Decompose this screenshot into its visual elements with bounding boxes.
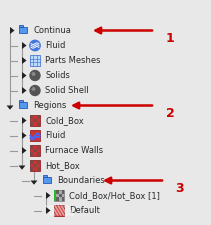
Text: Continua: Continua xyxy=(33,26,71,35)
Polygon shape xyxy=(46,192,51,199)
FancyBboxPatch shape xyxy=(19,25,23,27)
FancyBboxPatch shape xyxy=(37,167,40,171)
FancyBboxPatch shape xyxy=(56,197,59,201)
Polygon shape xyxy=(66,205,75,216)
FancyBboxPatch shape xyxy=(43,177,51,183)
FancyBboxPatch shape xyxy=(19,100,23,102)
FancyBboxPatch shape xyxy=(43,175,47,177)
Polygon shape xyxy=(63,205,72,216)
Circle shape xyxy=(30,86,40,95)
Polygon shape xyxy=(47,205,56,216)
Text: 3: 3 xyxy=(176,182,184,195)
FancyBboxPatch shape xyxy=(19,27,27,33)
FancyBboxPatch shape xyxy=(33,149,37,152)
Text: Parts Meshes: Parts Meshes xyxy=(45,56,100,65)
Text: Solids: Solids xyxy=(45,71,70,80)
Text: Regions: Regions xyxy=(33,101,66,110)
FancyBboxPatch shape xyxy=(37,152,40,156)
Circle shape xyxy=(32,88,35,90)
Polygon shape xyxy=(46,207,51,214)
FancyBboxPatch shape xyxy=(37,145,40,149)
FancyBboxPatch shape xyxy=(30,160,40,171)
Text: Fluid: Fluid xyxy=(45,41,65,50)
FancyBboxPatch shape xyxy=(19,102,27,108)
Polygon shape xyxy=(22,87,27,94)
FancyBboxPatch shape xyxy=(54,205,64,216)
Text: Default: Default xyxy=(69,206,100,215)
Text: 1: 1 xyxy=(166,32,174,45)
Polygon shape xyxy=(45,205,53,216)
FancyBboxPatch shape xyxy=(37,122,40,126)
FancyBboxPatch shape xyxy=(30,55,40,66)
Polygon shape xyxy=(19,166,26,170)
FancyBboxPatch shape xyxy=(62,197,64,201)
FancyBboxPatch shape xyxy=(30,122,33,126)
FancyBboxPatch shape xyxy=(30,115,33,119)
Polygon shape xyxy=(22,42,27,49)
Polygon shape xyxy=(31,180,38,185)
Text: Furnace Walls: Furnace Walls xyxy=(45,146,103,155)
FancyBboxPatch shape xyxy=(56,190,59,194)
FancyBboxPatch shape xyxy=(59,194,62,197)
FancyBboxPatch shape xyxy=(54,190,64,201)
FancyBboxPatch shape xyxy=(62,190,64,194)
Polygon shape xyxy=(22,57,27,64)
Polygon shape xyxy=(22,132,27,139)
Text: Hot_Box: Hot_Box xyxy=(45,161,80,170)
FancyBboxPatch shape xyxy=(30,145,33,149)
FancyBboxPatch shape xyxy=(37,160,40,164)
Circle shape xyxy=(30,70,40,81)
Text: Boundaries: Boundaries xyxy=(57,176,105,185)
Text: Cold_Box: Cold_Box xyxy=(45,116,84,125)
Polygon shape xyxy=(22,72,27,79)
FancyBboxPatch shape xyxy=(30,130,40,141)
FancyBboxPatch shape xyxy=(30,167,33,171)
Circle shape xyxy=(32,73,35,75)
Polygon shape xyxy=(60,205,68,216)
Circle shape xyxy=(30,40,40,51)
Polygon shape xyxy=(22,147,27,154)
Polygon shape xyxy=(51,205,59,216)
Text: Cold_Box/Hot_Box [1]: Cold_Box/Hot_Box [1] xyxy=(69,191,160,200)
FancyBboxPatch shape xyxy=(37,115,40,119)
Polygon shape xyxy=(54,205,62,216)
Text: Fluid: Fluid xyxy=(45,131,65,140)
FancyBboxPatch shape xyxy=(30,152,33,156)
Text: Solid Shell: Solid Shell xyxy=(45,86,89,95)
FancyBboxPatch shape xyxy=(30,115,40,126)
Polygon shape xyxy=(22,117,27,124)
Polygon shape xyxy=(7,106,14,110)
Text: 2: 2 xyxy=(166,107,174,120)
FancyBboxPatch shape xyxy=(30,160,33,164)
FancyBboxPatch shape xyxy=(33,119,37,122)
FancyBboxPatch shape xyxy=(54,190,56,201)
FancyBboxPatch shape xyxy=(33,164,37,167)
Polygon shape xyxy=(57,205,65,216)
FancyBboxPatch shape xyxy=(30,145,40,156)
Polygon shape xyxy=(10,27,15,34)
